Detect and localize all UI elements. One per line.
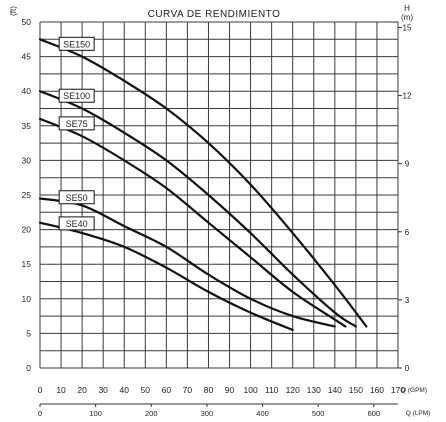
- x-secondary-tick-label: 600: [368, 409, 381, 418]
- x-tick-label: 70: [183, 385, 193, 395]
- y-left-tick-label: 45: [22, 52, 32, 62]
- y-left-tick-label: 10: [22, 294, 32, 304]
- x-tick-label: 120: [286, 385, 300, 395]
- grid-layer: [39, 21, 402, 407]
- y-left-tick-label: 40: [22, 86, 32, 96]
- y-right-tick-label: 9: [405, 160, 410, 169]
- x-secondary-tick-label: 300: [201, 409, 214, 418]
- x-tick-label: 90: [225, 385, 235, 395]
- series-label-se150: SE150: [63, 39, 90, 49]
- y-left-tick-label: 30: [22, 155, 32, 165]
- x-tick-label: 10: [56, 385, 66, 395]
- x-tick-label: 170: [391, 385, 405, 395]
- x-secondary-tick-label: 200: [145, 409, 158, 418]
- series-label-se75: SE75: [66, 119, 88, 129]
- y-right-axis-label-unit: (m): [401, 13, 413, 22]
- y-left-tick-label: 25: [22, 190, 32, 200]
- series-label-box-se50: [58, 190, 95, 205]
- y-left-tick-label: 35: [22, 121, 32, 131]
- series-label-box-se150: [58, 36, 95, 51]
- y-left-tick-label: 20: [22, 225, 32, 235]
- y-right-tick-label: 15: [403, 23, 412, 32]
- series-label-box-se40: [58, 216, 95, 231]
- series-line-se150: [38, 38, 368, 328]
- series-line-se40: [38, 221, 294, 331]
- y-left-axis-label: (ft): [9, 6, 18, 16]
- series-label-se40: SE40: [66, 219, 88, 229]
- x-secondary-tick-label: 100: [89, 409, 102, 418]
- x-axis-label: Q (GPM): [401, 387, 427, 394]
- series-label-se50: SE50: [66, 193, 88, 203]
- y-left-tick-label: 5: [26, 328, 31, 338]
- x-tick-label: 110: [265, 385, 279, 395]
- y-right-tick-label: 0: [405, 364, 410, 373]
- y-left-tick-label: 50: [22, 17, 32, 27]
- series-layer: [38, 38, 368, 331]
- x-tick-label: 150: [349, 385, 363, 395]
- series-line-se75: [38, 117, 347, 328]
- x-secondary-axis-label: Q (LPM): [406, 410, 431, 417]
- x-tick-label: 140: [328, 385, 342, 395]
- x-tick-label: 100: [243, 385, 257, 395]
- series-line-se100: [38, 90, 357, 328]
- y-right-axis-label-top: H: [404, 4, 410, 13]
- y-left-tick-label: 0: [26, 363, 31, 373]
- x-tick-label: 20: [77, 385, 87, 395]
- x-tick-label: 160: [370, 385, 384, 395]
- series-line-se50: [38, 197, 336, 328]
- y-left-tick-label: 15: [22, 259, 32, 269]
- y-right-tick-label: 6: [405, 228, 410, 237]
- x-tick-label: 80: [204, 385, 214, 395]
- chart-title: CURVA DE RENDIMIENTO: [148, 9, 281, 20]
- y-right-tick-label: 12: [403, 92, 412, 101]
- x-tick-label: 60: [162, 385, 172, 395]
- series-label-se100: SE100: [63, 91, 90, 101]
- x-tick-label: 0: [38, 385, 43, 395]
- x-tick-label: 40: [120, 385, 130, 395]
- x-tick-label: 30: [98, 385, 108, 395]
- x-secondary-tick-label: 400: [256, 409, 269, 418]
- x-tick-label: 130: [307, 385, 321, 395]
- series-label-box-se100: [58, 88, 95, 103]
- x-secondary-tick-label: 500: [312, 409, 325, 418]
- y-right-tick-label: 3: [405, 296, 410, 305]
- x-tick-label: 50: [141, 385, 151, 395]
- x-secondary-tick-label: 0: [38, 409, 42, 418]
- series-label-box-se75: [58, 116, 95, 131]
